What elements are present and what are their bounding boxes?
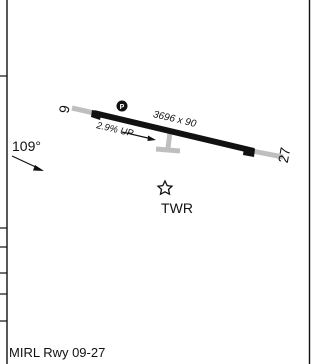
runway-end-label-east: 27 <box>275 146 293 164</box>
runway-09-27 <box>93 110 255 154</box>
runway-overrun-west <box>71 105 95 116</box>
tower-star-icon <box>156 179 174 196</box>
runway-end-marker-west <box>91 110 102 120</box>
gradient-arrow-icon <box>121 131 156 141</box>
taxiway-connector <box>165 131 173 149</box>
parking-label: P <box>120 104 125 111</box>
runway-end-label-west: 9 <box>56 104 73 115</box>
tower-label: TWR <box>161 200 193 216</box>
approach-bearing-label: 109° <box>12 138 41 154</box>
parking-icon: P <box>116 100 128 112</box>
lighting-note: MIRL Rwy 09-27 <box>9 345 105 360</box>
left-edge-ticks <box>0 75 7 322</box>
runway-end-marker-east <box>243 147 255 157</box>
approach-arrow-icon <box>11 155 44 171</box>
taxiway-apron <box>155 146 181 154</box>
runway-overrun-east <box>251 148 284 160</box>
taxiway <box>155 131 181 154</box>
